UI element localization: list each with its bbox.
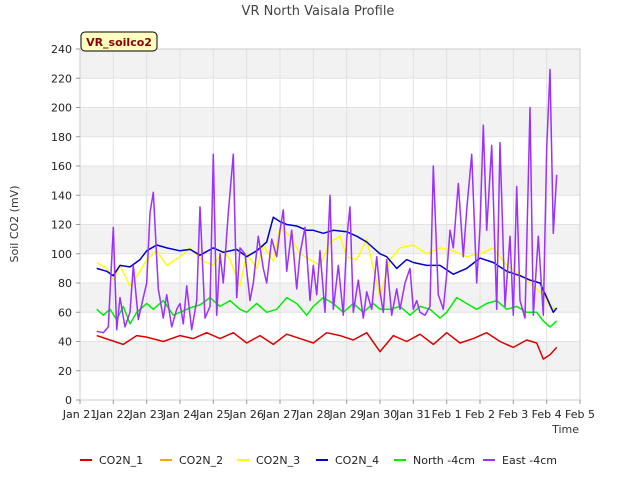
badge-box [80, 31, 158, 52]
x-tick-label: Feb 3 [498, 408, 528, 421]
plot-band [80, 166, 580, 196]
legend-label: CO2N_1 [99, 454, 143, 467]
series-line-co2n-1 [96, 331, 558, 360]
plot-band [80, 253, 580, 283]
series-lines [96, 68, 558, 360]
y-tick-label: 240 [51, 43, 72, 56]
x-tick-label: Jan 21 [62, 408, 97, 421]
series-line-co2n-4 [96, 216, 558, 314]
y-tick-label: 20 [58, 365, 72, 378]
x-tick-label: Jan 31 [395, 408, 430, 421]
series-line-east-4cm [96, 68, 558, 334]
plot-band [80, 224, 580, 254]
y-tick-label: 160 [51, 160, 72, 173]
y-axis: 0 20 40 60 80 100 120 140 160 180 200 220 240 [51, 43, 80, 407]
y-tick-label: 80 [58, 277, 72, 290]
plot-band [80, 49, 580, 79]
x-tick-label: Feb 4 [532, 408, 562, 421]
x-tick-label: Feb 2 [465, 408, 495, 421]
x-tick-label: Jan 25 [195, 408, 230, 421]
x-tick-label: Jan 23 [128, 408, 163, 421]
y-tick-label: 140 [51, 189, 72, 202]
x-tick-label: Jan 30 [362, 408, 397, 421]
legend-label: East -4cm [502, 454, 557, 467]
y-tick-label: 0 [65, 394, 72, 407]
y-axis-title: Soil CO2 (mV) [8, 186, 21, 263]
series-line-north-4cm [96, 296, 558, 328]
y-tick-label: 200 [51, 102, 72, 115]
legend-label: CO2N_2 [179, 454, 223, 467]
plot-band [80, 312, 580, 342]
plot-band [80, 107, 580, 137]
site-badge: VR_soilco2 [80, 31, 158, 52]
legend-label: North -4cm [413, 454, 475, 467]
plot-band [80, 78, 580, 108]
plot-band [80, 370, 580, 400]
y-tick-label: 40 [58, 336, 72, 349]
y-tick-label: 120 [51, 219, 72, 232]
y-tick-label: 180 [51, 131, 72, 144]
x-tick-label: Jan 26 [228, 408, 263, 421]
x-axis-title: Time [551, 423, 579, 436]
y-tick-label: 60 [58, 306, 72, 319]
legend-label: CO2N_4 [335, 454, 379, 467]
x-tick-label: Feb 1 [432, 408, 462, 421]
series-line-co2n-3 [96, 226, 557, 310]
x-tick-label: Jan 22 [95, 408, 130, 421]
chart-title: VR North Vaisala Profile [242, 4, 395, 19]
x-tick-label: Jan 27 [262, 408, 297, 421]
x-tick-label: Jan 29 [328, 408, 363, 421]
legend: CO2N_1 CO2N_2 CO2N_3 CO2N_4 North -4cm East -… [80, 454, 557, 467]
x-tick-label: Jan 24 [162, 408, 197, 421]
x-tick-label: Jan 28 [295, 408, 330, 421]
legend-label: CO2N_3 [256, 454, 300, 467]
y-tick-label: 100 [51, 248, 72, 261]
plot-band [80, 341, 580, 371]
plot-band [80, 136, 580, 166]
y-tick-label: 220 [51, 72, 72, 85]
x-tick-label: Feb 5 [565, 408, 595, 421]
badge-label: VR_soilco2 [86, 36, 152, 49]
